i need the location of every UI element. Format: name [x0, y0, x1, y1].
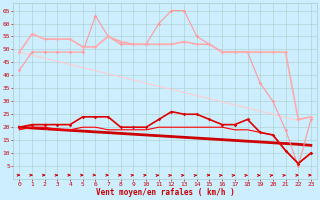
X-axis label: Vent moyen/en rafales ( km/h ): Vent moyen/en rafales ( km/h )	[96, 188, 235, 197]
